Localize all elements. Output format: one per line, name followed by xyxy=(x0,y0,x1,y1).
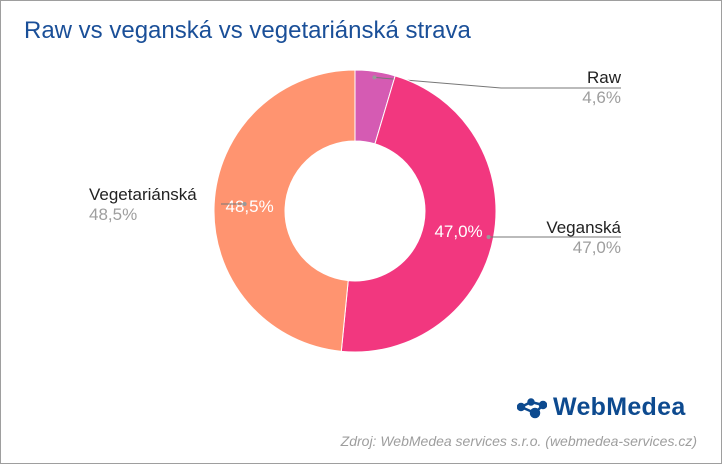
legend-label: Veganská xyxy=(546,218,621,237)
legend-value: 47,0% xyxy=(573,238,621,257)
webmedea-logo: WebMedea xyxy=(517,393,686,422)
source-note: Zdroj: WebMedea services s.r.o. (webmede… xyxy=(340,433,697,449)
legend-value: 48,5% xyxy=(89,205,137,224)
leader-dot xyxy=(372,75,377,80)
logo-text: WebMedea xyxy=(553,393,686,421)
slice-veganská xyxy=(340,75,497,353)
chart-title: Raw vs veganská vs vegetariánská strava xyxy=(24,17,471,44)
slice-value-label: 48,5% xyxy=(226,197,274,216)
slice-vegetariánská xyxy=(213,69,356,352)
leader-line xyxy=(374,76,621,89)
legend-label: Vegetariánská xyxy=(89,185,197,204)
slice-value-label: 47,0% xyxy=(434,222,482,241)
leader-dot xyxy=(486,235,491,239)
network-icon xyxy=(517,397,547,418)
legend-value: 4,6% xyxy=(582,88,621,107)
legend-label: Raw xyxy=(587,68,622,87)
leader-dot xyxy=(242,202,247,206)
